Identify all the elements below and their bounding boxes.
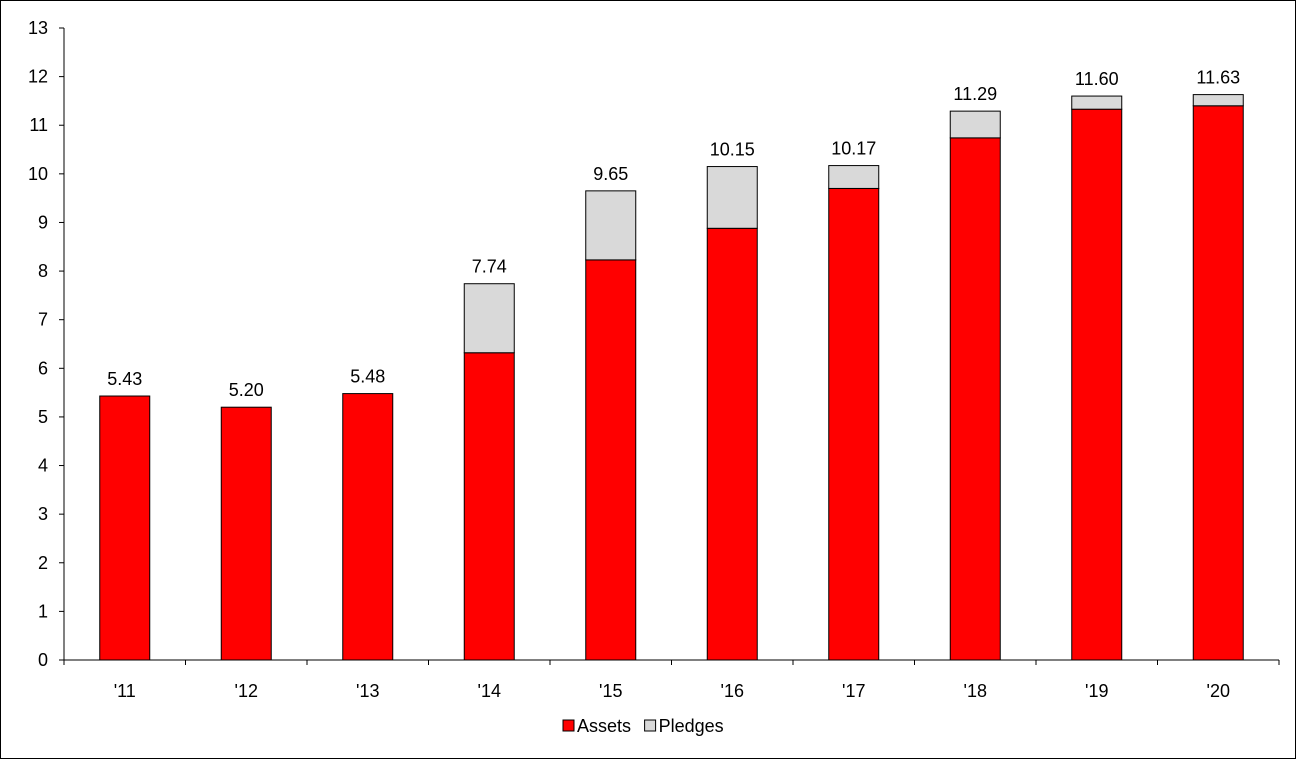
bar-pledges	[1071, 95, 1123, 110]
bar-pledges	[1192, 94, 1244, 107]
bars	[99, 94, 1244, 661]
y-tick-label: 10	[28, 164, 48, 184]
y-tick-label: 8	[38, 261, 48, 281]
data-label: 9.65	[593, 164, 628, 184]
legend: Assets Pledges	[562, 716, 724, 736]
y-tick-label: 11	[29, 115, 48, 135]
data-label: 5.48	[350, 367, 385, 387]
x-tick-label: '20	[1207, 681, 1230, 701]
bar-assets	[1071, 108, 1123, 661]
bar-assets	[1192, 105, 1244, 661]
x-tick-label: '12	[235, 681, 258, 701]
bar-assets	[585, 259, 637, 661]
x-tick-label: '15	[599, 681, 622, 701]
data-labels: 5.43 5.20 5.48 7.74 9.65 10.15 10.17 11.29 11.60…	[107, 68, 1240, 401]
bar-pledges	[828, 165, 880, 189]
x-tick-label: '13	[356, 681, 379, 701]
data-label: 5.20	[229, 380, 264, 400]
bar-assets	[463, 352, 515, 661]
legend-swatch-assets	[562, 719, 575, 732]
legend-swatch-pledges	[644, 719, 657, 732]
data-label: 11.63	[1196, 68, 1240, 88]
bar-pledges	[585, 190, 637, 261]
x-tick-label: '18	[964, 681, 987, 701]
bar-assets	[828, 187, 880, 661]
bar-assets	[706, 227, 758, 661]
y-tick-label: 13	[28, 18, 48, 38]
bar-pledges	[706, 166, 758, 229]
data-label: 5.43	[107, 369, 142, 389]
bar-assets	[342, 393, 394, 661]
bar-assets	[220, 406, 272, 661]
data-label: 10.15	[710, 140, 755, 160]
y-tick-label: 0	[38, 650, 48, 670]
x-tick-label: '17	[842, 681, 865, 701]
y-tick-label: 6	[38, 358, 48, 378]
legend-label-assets: Assets	[577, 716, 631, 736]
x-tick-label: '19	[1085, 681, 1108, 701]
y-tick-label: 3	[38, 504, 48, 524]
y-tick-label: 2	[38, 553, 48, 573]
x-tick-label: '11	[114, 681, 136, 701]
bar-assets	[99, 395, 151, 661]
bar-pledges	[949, 110, 1001, 139]
y-tick-label: 12	[28, 67, 48, 87]
y-tick-label: 9	[38, 212, 48, 232]
x-tick-label: '14	[478, 681, 501, 701]
y-tick-label: 7	[38, 310, 48, 330]
data-label: 10.17	[831, 139, 876, 159]
x-tick-label: '16	[721, 681, 744, 701]
data-label: 11.29	[953, 84, 997, 104]
bar-pledges	[463, 283, 515, 354]
bar-assets	[949, 137, 1001, 661]
y-tick-label: 1	[38, 601, 48, 621]
y-tick-label: 4	[38, 456, 48, 476]
data-label: 11.60	[1075, 69, 1119, 89]
y-tick-label: 5	[38, 407, 48, 427]
data-label: 7.74	[472, 257, 507, 277]
legend-label-pledges: Pledges	[659, 716, 724, 736]
